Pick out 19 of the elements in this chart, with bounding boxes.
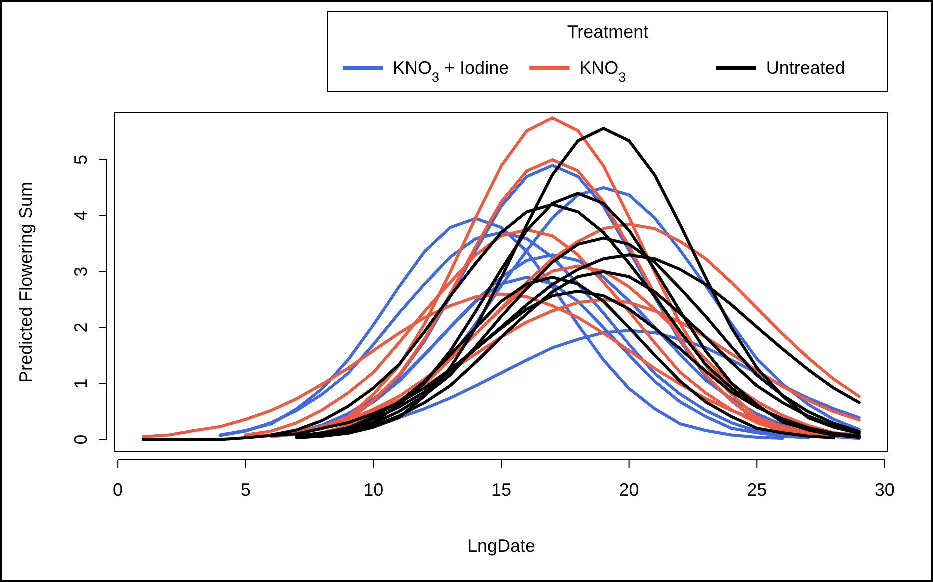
y-axis-title: Predicted Flowering Sum bbox=[16, 182, 36, 384]
y-tick-label: 1 bbox=[71, 378, 91, 389]
legend-label: Untreated bbox=[766, 58, 846, 78]
y-tick-label: 3 bbox=[71, 266, 91, 277]
x-tick-label: 0 bbox=[113, 480, 124, 500]
y-tick-label: 0 bbox=[71, 434, 91, 445]
legend-title: Treatment bbox=[567, 22, 649, 42]
x-tick-label: 20 bbox=[619, 480, 640, 500]
y-tick-label: 5 bbox=[71, 154, 91, 165]
x-tick-label: 15 bbox=[491, 480, 512, 500]
y-tick-label: 2 bbox=[71, 322, 91, 333]
x-tick-label: 25 bbox=[747, 480, 768, 500]
x-tick-label: 30 bbox=[874, 480, 895, 500]
x-tick-label: 5 bbox=[240, 480, 251, 500]
legend-label: KNO$_{3}$ + Iodine bbox=[393, 58, 510, 84]
y-tick-label: 4 bbox=[71, 210, 91, 221]
x-tick-label: 10 bbox=[364, 480, 384, 500]
legend-label: KNO$_{3}$ bbox=[580, 58, 626, 84]
x-axis-title: LngDate bbox=[467, 536, 536, 556]
